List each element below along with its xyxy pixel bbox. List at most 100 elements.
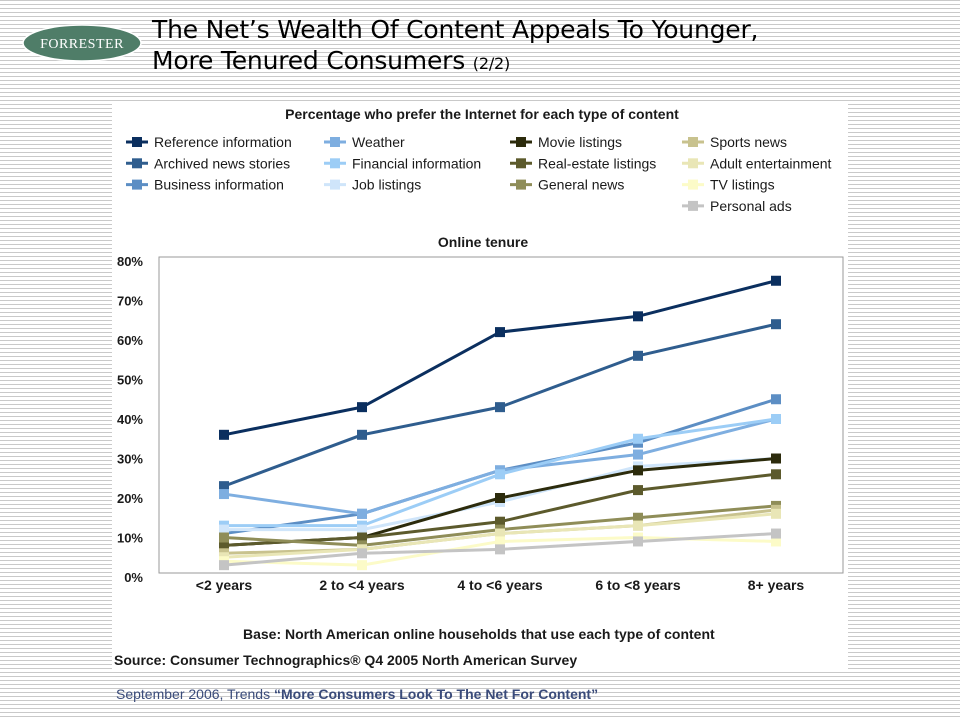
legend-swatch-marker — [132, 158, 142, 169]
y-tick-label: 30% — [117, 452, 143, 467]
y-tick-label: 50% — [117, 373, 143, 388]
x-tick-label: <2 years — [196, 577, 253, 593]
chart-legend: Reference information Archived news stori… — [126, 134, 832, 214]
slide-title-line-2: More Tenured Consumers — [152, 46, 466, 75]
plot-area-frame — [158, 256, 844, 574]
data-point-financial-information — [495, 469, 505, 480]
data-point-business-information — [771, 394, 781, 405]
data-point-archived-news-stories — [633, 350, 643, 361]
data-point-archived-news-stories — [771, 319, 781, 330]
data-point-general-news — [219, 532, 229, 543]
legend-label: Sports news — [710, 134, 787, 150]
y-tick-label: 80% — [117, 254, 143, 269]
x-axis: <2 years 2 to <4 years 4 to <6 years 6 to <… — [196, 577, 805, 593]
legend-label: Weather — [352, 134, 405, 150]
chart-panel: Percentage who prefer the Internet for e… — [112, 101, 848, 672]
data-point-reference-information — [357, 402, 367, 413]
data-point-real-estate-listings — [633, 485, 643, 496]
data-point-reference-information — [219, 429, 229, 440]
data-point-personal-ads — [495, 544, 505, 555]
legend-label: Archived news stories — [154, 155, 290, 171]
legend-label: Movie listings — [538, 134, 622, 150]
y-tick-label: 20% — [117, 491, 143, 506]
legend-label: Adult entertainment — [710, 155, 832, 171]
data-point-personal-ads — [219, 560, 229, 571]
legend-item-reference-information: Reference information — [126, 134, 292, 150]
legend-label: Real-estate listings — [538, 155, 656, 171]
legend-item-adult-entertainment: Adult entertainment — [682, 155, 832, 171]
data-point-reference-information — [633, 311, 643, 322]
legend-swatch-marker — [132, 179, 142, 190]
chart-title: Percentage who prefer the Internet for e… — [285, 106, 679, 122]
data-point-reference-information — [771, 275, 781, 286]
legend-item-tv-listings: TV listings — [682, 177, 775, 193]
slide-footer: September 2006, Trends “More Consumers L… — [116, 686, 598, 702]
data-point-personal-ads — [633, 536, 643, 547]
data-point-tv-listings — [357, 560, 367, 571]
series-personal-ads — [219, 528, 781, 571]
legend-label: General news — [538, 177, 624, 193]
data-point-weather — [633, 449, 643, 460]
legend-swatch-marker — [516, 179, 526, 190]
data-point-tv-listings — [771, 536, 781, 547]
x-tick-label: 4 to <6 years — [457, 577, 542, 593]
footer-report-title: “More Consumers Look To The Net For Cont… — [274, 686, 599, 702]
y-tick-label: 0% — [124, 570, 143, 585]
slide-title: The Net’s Wealth Of Content Appeals To Y… — [152, 14, 758, 79]
series-reference-information — [219, 275, 781, 440]
chart-subtitle: Online tenure — [438, 234, 528, 250]
x-tick-label: 2 to <4 years — [319, 577, 404, 593]
data-point-movie-listings — [495, 493, 505, 503]
data-point-personal-ads — [357, 548, 367, 559]
data-point-movie-listings — [633, 465, 643, 476]
legend-label: Financial information — [352, 155, 481, 171]
series-archived-news-stories — [219, 319, 781, 492]
data-point-personal-ads — [771, 528, 781, 539]
slide-page-indicator: (2/2) — [472, 54, 511, 73]
data-point-archived-news-stories — [357, 429, 367, 440]
chart-source-note: Source: Consumer Technographics® Q4 2005… — [114, 652, 577, 668]
legend-item-personal-ads: Personal ads — [682, 198, 792, 214]
legend-label: Reference information — [154, 134, 292, 150]
y-tick-label: 10% — [117, 531, 143, 546]
legend-item-job-listings: Job listings — [324, 177, 421, 193]
legend-item-financial-information: Financial information — [324, 155, 481, 171]
data-point-real-estate-listings — [357, 532, 367, 543]
data-point-job-listings — [357, 524, 367, 535]
legend-swatch-marker — [516, 137, 526, 147]
plot-series — [219, 275, 781, 571]
legend-swatch-marker — [688, 200, 698, 211]
legend-swatch-marker — [330, 158, 340, 169]
y-axis: 0% 10% 20% 30% 40% 50% 60% 70% 80% — [117, 254, 143, 585]
y-tick-label: 70% — [117, 294, 143, 309]
legend-item-weather: Weather — [324, 134, 405, 150]
legend-swatch-marker — [330, 137, 340, 147]
data-point-financial-information — [633, 433, 643, 444]
data-point-archived-news-stories — [495, 402, 505, 413]
data-point-real-estate-listings — [495, 516, 505, 527]
x-tick-label: 8+ years — [748, 577, 805, 593]
data-point-reference-information — [495, 327, 505, 338]
data-point-movie-listings — [771, 453, 781, 464]
data-point-general-news — [633, 512, 643, 523]
data-point-tv-listings — [495, 536, 505, 547]
legend-item-business-information: Business information — [126, 177, 284, 193]
forrester-logo: FORRESTER — [22, 24, 142, 62]
legend-item-archived-news-stories: Archived news stories — [126, 155, 290, 171]
legend-swatch-marker — [688, 179, 698, 190]
legend-swatch-marker — [688, 137, 698, 147]
data-point-weather — [219, 489, 229, 500]
legend-item-real-estate-listings: Real-estate listings — [510, 155, 656, 171]
data-point-weather — [357, 508, 367, 519]
line-chart: Percentage who prefer the Internet for e… — [114, 106, 844, 668]
legend-label: Personal ads — [710, 198, 792, 214]
y-tick-label: 40% — [117, 412, 143, 427]
footer-date: September 2006, Trends — [116, 686, 274, 702]
data-point-real-estate-listings — [219, 540, 229, 551]
data-point-financial-information — [771, 414, 781, 424]
legend-label: Business information — [154, 177, 284, 193]
legend-swatch-marker — [516, 158, 526, 169]
y-tick-label: 60% — [117, 333, 143, 348]
data-point-job-listings — [219, 524, 229, 535]
series-real-estate-listings — [219, 469, 781, 551]
